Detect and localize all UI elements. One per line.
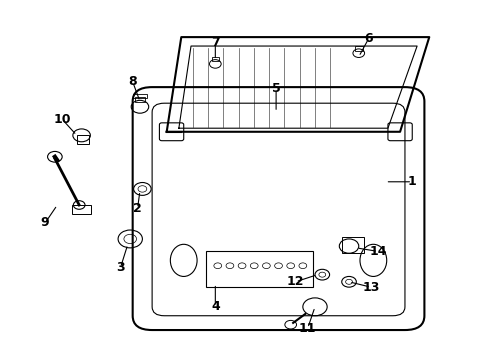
Text: 3: 3 bbox=[116, 261, 124, 274]
Text: 7: 7 bbox=[210, 36, 219, 49]
Bar bbox=[355, 46, 362, 51]
Bar bbox=[77, 135, 89, 144]
Text: 4: 4 bbox=[210, 300, 219, 313]
Text: 9: 9 bbox=[41, 216, 49, 229]
Bar bbox=[133, 94, 146, 98]
Bar bbox=[211, 57, 219, 61]
Text: 8: 8 bbox=[128, 75, 137, 88]
Bar bbox=[72, 205, 91, 214]
Text: 1: 1 bbox=[407, 175, 416, 188]
Text: 10: 10 bbox=[53, 113, 71, 126]
Text: 5: 5 bbox=[271, 82, 280, 95]
Bar bbox=[135, 97, 144, 102]
Bar bbox=[205, 251, 312, 287]
Text: 2: 2 bbox=[133, 202, 142, 215]
Text: 6: 6 bbox=[364, 32, 372, 45]
Text: 12: 12 bbox=[286, 275, 304, 288]
Bar bbox=[341, 237, 363, 253]
Text: 14: 14 bbox=[369, 245, 386, 258]
Text: 13: 13 bbox=[362, 281, 379, 294]
Text: 11: 11 bbox=[298, 322, 316, 335]
